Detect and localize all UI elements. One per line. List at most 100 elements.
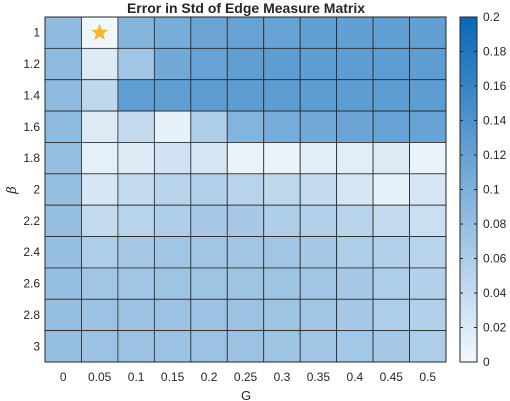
colorbar-tick-label: 0.16 (483, 79, 507, 93)
heatmap-cell (372, 298, 410, 332)
heatmap-cell (44, 47, 82, 81)
heatmap-cell (409, 47, 447, 81)
colorbar-tick-label: 0.1 (483, 183, 500, 197)
heatmap-cell (336, 236, 374, 269)
heatmap-cell (44, 298, 82, 332)
y-tick-labels: 1 1.2 1.4 1.6 1.8 2 2.2 2.4 2.6 2.8 3 (23, 26, 40, 354)
chart-title: Error in Std of Edge Measure Matrix (127, 0, 365, 16)
heatmap-cell (153, 16, 192, 49)
heatmap-cell (372, 236, 410, 269)
heatmap-cell (44, 173, 82, 206)
heatmap-cell (190, 110, 228, 143)
heatmap-cell (263, 204, 301, 237)
heatmap-cell (81, 173, 119, 206)
heatmap-cell (44, 110, 82, 143)
heatmap-cell (299, 298, 338, 332)
heatmap-cell (190, 204, 228, 237)
heatmap-cell (44, 79, 82, 112)
heatmap-cell (117, 267, 155, 300)
heatmap-cell (190, 236, 228, 269)
heatmap-cell (299, 142, 338, 175)
heatmap-cell (153, 298, 192, 332)
heatmap-cell (409, 236, 447, 269)
heatmap-cell (190, 330, 228, 363)
y-axis-label: β (5, 186, 20, 195)
heatmap-cell (226, 236, 265, 269)
heatmap-cell (81, 79, 119, 112)
colorbar-tick-label: 0.14 (483, 114, 507, 128)
heatmap-cell (372, 204, 410, 237)
heatmap-cell (263, 330, 301, 363)
heatmap-cell (299, 79, 338, 112)
heatmap-cell (372, 142, 410, 175)
heatmap-cell (299, 16, 338, 49)
heatmap-cell (372, 79, 410, 112)
heatmap-cell (81, 110, 119, 143)
star-icon (91, 23, 109, 40)
heatmap-cell (190, 298, 228, 332)
x-axis-label: G (241, 388, 251, 401)
heatmap-cell (372, 267, 410, 300)
plot-frame (44, 16, 447, 363)
y-tick-label: 1 (33, 26, 40, 40)
heatmap-cell (226, 142, 265, 175)
heatmap-cell (263, 16, 301, 49)
heatmap-cell (299, 236, 338, 269)
heatmap-cell (226, 47, 265, 81)
colorbar-tick-label: 0.06 (483, 252, 507, 266)
x-tick-label: 0.25 (234, 370, 258, 384)
heatmap-cell (153, 47, 192, 81)
heatmap-cell (336, 298, 374, 332)
heatmap-cell (336, 110, 374, 143)
heatmap-cell (81, 142, 119, 175)
heatmap-cell (263, 173, 301, 206)
y-tick-label: 2.2 (23, 214, 40, 228)
heatmap-cell (336, 330, 374, 363)
heatmap-cell (81, 267, 119, 300)
colorbar-tick-label: 0.18 (483, 45, 507, 59)
heatmap-cell (226, 330, 265, 363)
heatmap-cell (263, 110, 301, 143)
y-tick-label: 1.4 (23, 88, 40, 102)
y-tick-label: 1.6 (23, 120, 40, 134)
heatmap-cell (409, 110, 447, 143)
x-tick-label: 0.3 (274, 370, 291, 384)
colorbar-tick-label: 0.02 (483, 321, 507, 335)
heatmap-cell (409, 204, 447, 237)
heatmap-cell (409, 267, 447, 300)
heatmap-cell (336, 47, 374, 81)
heatmap-cell (190, 79, 228, 112)
colorbar-tick-label: 0.12 (483, 148, 507, 162)
heatmap-cell (263, 47, 301, 81)
heatmap-cell (299, 267, 338, 300)
colorbar-tick-label: 0.04 (483, 286, 507, 300)
heatmap-cell (81, 204, 119, 237)
heatmap-cell (117, 236, 155, 269)
heatmap-cell (117, 142, 155, 175)
heatmap-cell (117, 173, 155, 206)
heatmap-cell (409, 173, 447, 206)
y-tick-label: 3 (33, 339, 40, 353)
heatmap-cell (117, 298, 155, 332)
heatmap-cell (153, 79, 192, 112)
heatmap-cell (190, 16, 228, 49)
heatmap-cell (299, 330, 338, 363)
heatmap-cell (44, 236, 82, 269)
heatmap-cell (153, 142, 192, 175)
heatmap-cell (263, 267, 301, 300)
heatmap-cell (81, 47, 119, 81)
colorbar-tick-label: 0.08 (483, 217, 507, 231)
star-marker (91, 23, 109, 40)
heatmap-cell (117, 16, 155, 49)
heatmap-cell (409, 298, 447, 332)
heatmap-cell (372, 330, 410, 363)
heatmap-cell (299, 173, 338, 206)
x-tick-label: 0 (60, 370, 67, 384)
x-tick-label: 0.1 (128, 370, 145, 384)
heatmap-cell (44, 16, 82, 49)
x-tick-label: 0.4 (347, 370, 364, 384)
heatmap-cell (299, 204, 338, 237)
heatmap-cell (226, 79, 265, 112)
heatmap-cell (117, 79, 155, 112)
